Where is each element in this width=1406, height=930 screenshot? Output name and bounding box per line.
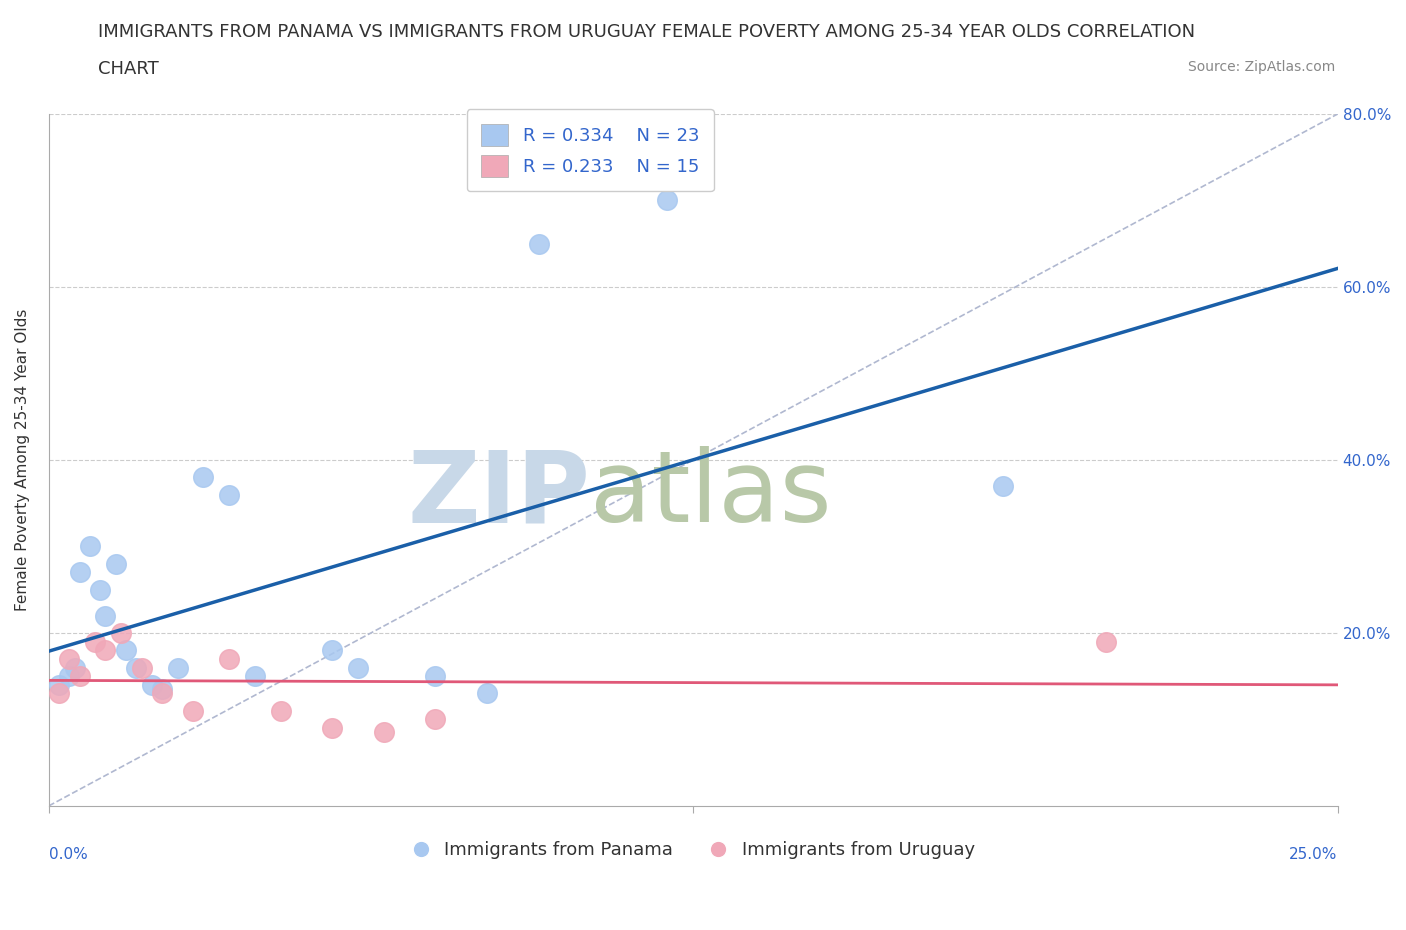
Point (1094, 634, 1116, 649)
Text: 0.0%: 0.0% (49, 847, 87, 862)
Point (58, 651, 80, 666)
Text: 25.0%: 25.0% (1289, 847, 1337, 862)
Point (84, 634, 107, 649)
Point (150, 686, 173, 701)
Point (48, 686, 70, 701)
Point (110, 626, 132, 641)
Point (181, 703, 204, 718)
Point (321, 721, 343, 736)
Point (69, 669, 91, 684)
Text: Source: ZipAtlas.com: Source: ZipAtlas.com (1188, 60, 1336, 74)
Point (58, 669, 80, 684)
Point (63, 660, 86, 675)
Point (115, 643, 138, 658)
Y-axis label: Female Poverty Among 25-34 Year Olds: Female Poverty Among 25-34 Year Olds (15, 309, 30, 611)
Point (347, 660, 370, 675)
Text: CHART: CHART (98, 60, 159, 78)
Point (218, 651, 240, 666)
Point (270, 703, 292, 718)
Legend: Immigrants from Panama, Immigrants from Uruguay: Immigrants from Panama, Immigrants from … (405, 833, 981, 866)
Point (657, 193, 679, 208)
Text: atlas: atlas (591, 446, 832, 543)
Point (193, 470, 215, 485)
Point (79, 539, 101, 554)
Point (150, 682, 173, 697)
Point (131, 660, 153, 675)
Point (104, 556, 127, 571)
Text: IMMIGRANTS FROM PANAMA VS IMMIGRANTS FROM URUGUAY FEMALE POVERTY AMONG 25-34 YEA: IMMIGRANTS FROM PANAMA VS IMMIGRANTS FRO… (98, 23, 1195, 41)
Point (89, 582, 111, 597)
Point (94, 608, 117, 623)
Point (991, 478, 1014, 493)
Point (527, 236, 550, 251)
Point (475, 686, 498, 701)
Point (425, 712, 447, 727)
Point (94, 643, 117, 658)
Text: ZIP: ZIP (408, 446, 591, 543)
Point (373, 725, 395, 740)
Point (69, 565, 91, 579)
Point (218, 487, 240, 502)
Point (141, 677, 163, 692)
Point (125, 660, 148, 675)
Point (166, 660, 188, 675)
Point (321, 643, 343, 658)
Point (243, 669, 266, 684)
Point (48, 677, 70, 692)
Point (425, 669, 447, 684)
